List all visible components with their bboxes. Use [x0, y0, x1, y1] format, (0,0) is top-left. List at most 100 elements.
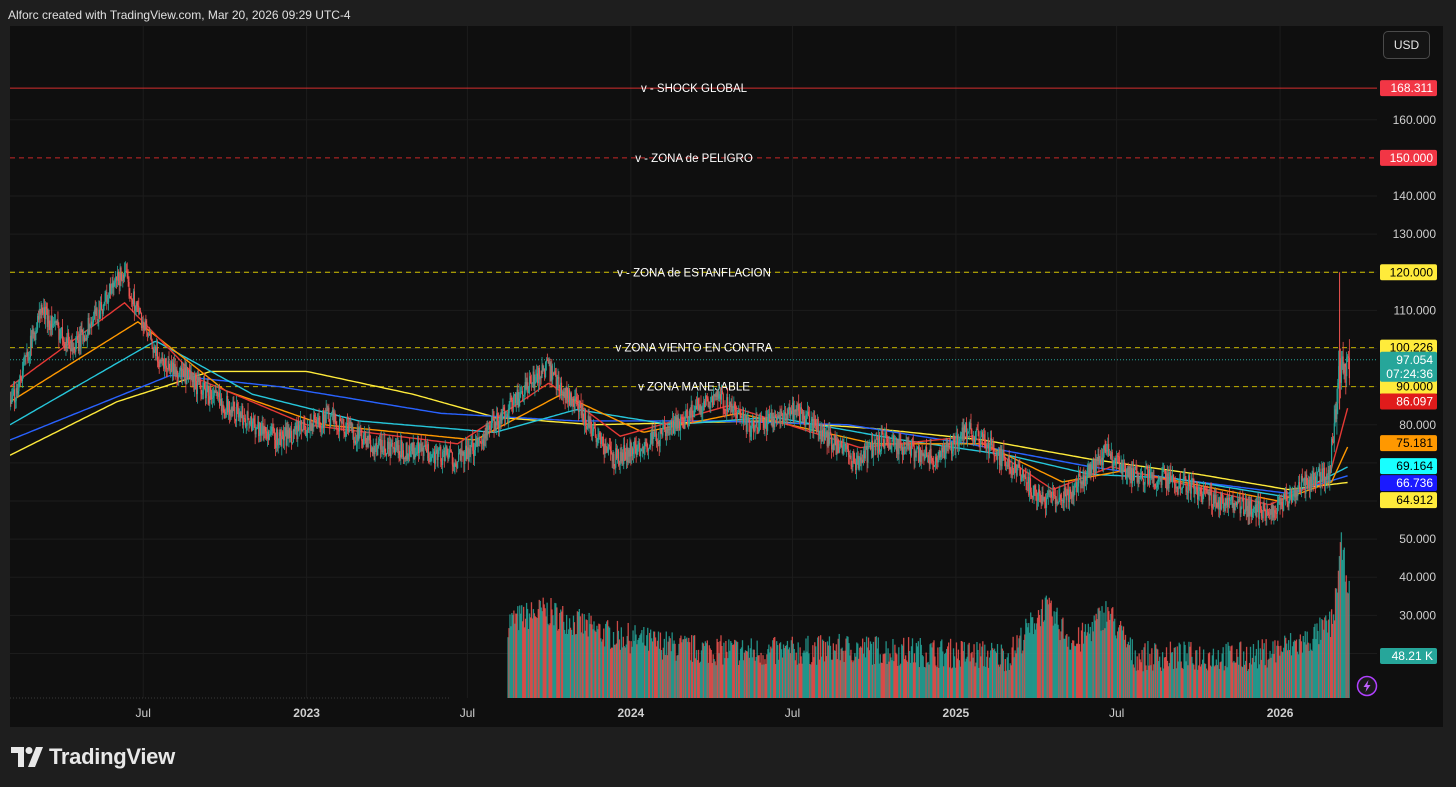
volume-bar — [950, 668, 953, 698]
candle-body — [856, 455, 858, 460]
volume-bar — [1104, 628, 1106, 698]
candle-body — [440, 446, 442, 462]
candle-body — [876, 438, 878, 440]
candle-body — [36, 329, 38, 332]
volume-bar — [1240, 641, 1242, 698]
candle-body — [577, 404, 580, 412]
volume-bar — [1264, 665, 1266, 698]
candle-body — [690, 404, 692, 418]
volume-bar — [728, 639, 730, 698]
volume-bar — [1217, 650, 1219, 698]
candle-body — [611, 453, 613, 462]
candle-body — [123, 274, 125, 279]
candle-body — [137, 305, 139, 307]
volume-bar — [588, 612, 590, 698]
candle-body — [787, 410, 789, 420]
volume-bar — [1001, 648, 1004, 698]
volume-bar — [1085, 635, 1088, 698]
candle-body — [1063, 487, 1065, 503]
candle-body — [1037, 489, 1040, 501]
candle-body — [663, 424, 665, 427]
candle-body — [1197, 491, 1199, 500]
candle-body — [899, 439, 901, 441]
volume-bar — [1164, 656, 1167, 698]
candle-body — [55, 321, 57, 324]
candle-body — [568, 389, 570, 403]
candle-body — [1136, 471, 1138, 483]
candle-body — [797, 404, 799, 410]
candle-body — [521, 391, 524, 396]
candle-body — [784, 412, 786, 416]
candle-body — [1204, 486, 1206, 489]
candle-body — [1294, 488, 1296, 498]
candle-body — [1091, 463, 1093, 474]
volume-bar — [1074, 645, 1076, 698]
candle-body — [1018, 464, 1020, 467]
candle-body — [393, 447, 395, 449]
candle-body — [98, 309, 100, 320]
volume-bar — [789, 653, 792, 698]
candle-body — [969, 423, 971, 429]
volume-bar — [1135, 670, 1137, 698]
candle-body — [922, 454, 924, 456]
candle-body — [1169, 472, 1171, 479]
volume-bar — [951, 667, 954, 698]
candle-body — [86, 335, 88, 340]
volume-bar — [1290, 655, 1293, 698]
chart-panel[interactable]: v - SHOCK GLOBAL v - ZONA de PELIGRO v - Z… — [10, 26, 1443, 727]
candle-body — [482, 439, 484, 444]
tradingview-logo[interactable]: TradingView — [11, 744, 175, 770]
volume-bar — [571, 634, 574, 698]
candle-body — [526, 382, 528, 389]
candle-body — [108, 284, 111, 299]
candle-body — [1040, 495, 1042, 504]
candle-body — [981, 432, 983, 437]
lightning-icon[interactable] — [1356, 675, 1378, 697]
candle-body — [321, 427, 323, 429]
volume-bar — [773, 637, 775, 698]
volume-bar — [760, 652, 762, 698]
volume-bar — [1302, 636, 1304, 698]
candle-body — [801, 409, 803, 421]
volume-bar — [674, 643, 676, 698]
candle-body — [178, 374, 180, 379]
candle-body — [149, 333, 151, 335]
candle-body — [1338, 366, 1340, 383]
candle-body — [723, 409, 725, 410]
volume-bar — [1112, 607, 1114, 698]
volume-bar — [1027, 627, 1029, 698]
candle-body — [529, 376, 532, 384]
volume-bar — [642, 642, 644, 698]
currency-button[interactable]: USD — [1383, 31, 1430, 59]
candle-body — [903, 447, 905, 449]
tradingview-logo-icon — [11, 747, 43, 767]
candle-body — [77, 336, 79, 341]
candle-body — [1264, 508, 1266, 512]
candle-body — [42, 312, 44, 314]
volume-bar — [1221, 653, 1223, 698]
volume-bar — [732, 645, 734, 698]
candle-body — [23, 356, 25, 362]
candle-body — [1324, 476, 1326, 485]
candle-body — [43, 307, 45, 314]
volume-bar — [619, 649, 622, 698]
volume-bar — [1092, 631, 1094, 698]
volume-bar — [921, 655, 923, 698]
candle-body — [442, 451, 444, 465]
candle-body — [928, 457, 930, 465]
candle-body — [542, 365, 544, 371]
candle-body — [221, 404, 223, 412]
volume-bar — [960, 640, 962, 698]
volume-bar — [1280, 645, 1282, 698]
volume-bar — [638, 637, 640, 698]
candle-body — [189, 371, 191, 378]
candle-body — [1202, 495, 1204, 502]
candle-body — [923, 454, 925, 460]
candle-body — [622, 452, 624, 465]
candle-body — [1143, 484, 1145, 486]
candle-body — [646, 442, 648, 448]
candle-body — [702, 405, 704, 413]
candle-body — [1149, 472, 1152, 479]
candle-body — [52, 323, 54, 328]
